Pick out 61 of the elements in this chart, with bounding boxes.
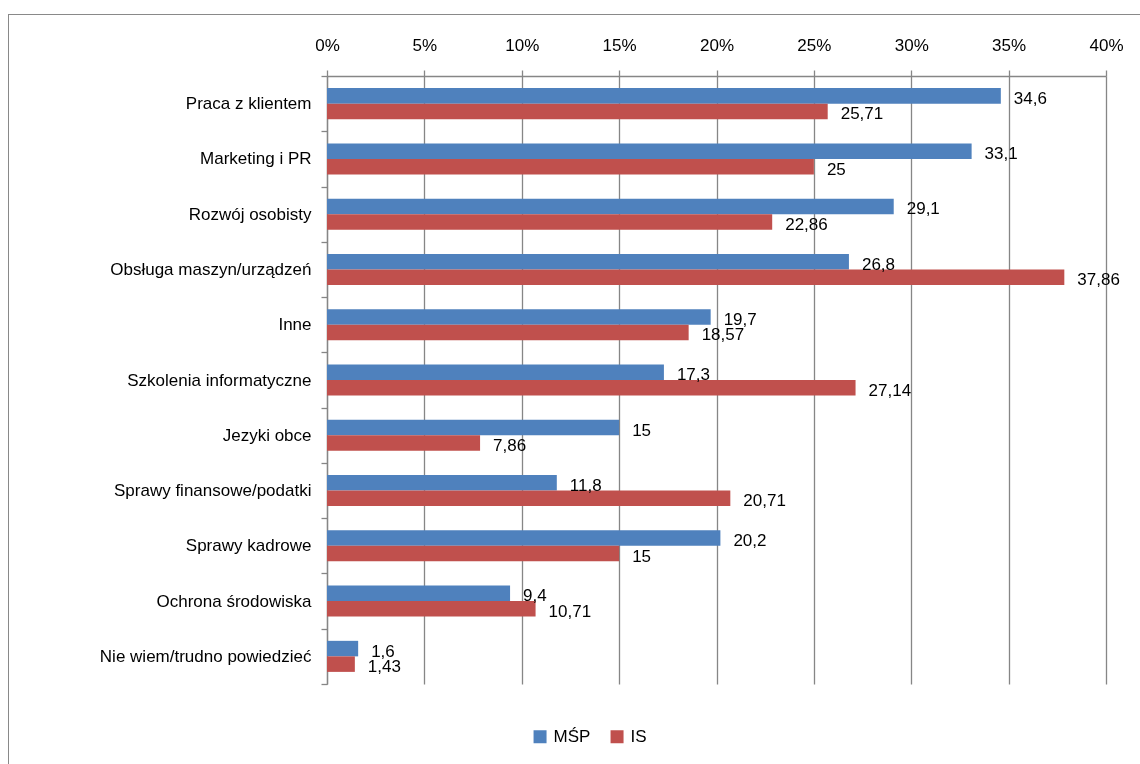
bar: [327, 309, 711, 325]
data-label: 15: [632, 420, 652, 440]
bar: [327, 214, 773, 230]
x-tick-label: 20%: [699, 35, 735, 55]
data-label: 29,1: [906, 199, 940, 219]
data-label: 27,14: [868, 380, 912, 400]
data-label: 33,1: [984, 144, 1018, 164]
bar: [327, 601, 536, 617]
data-label: 34,6: [1013, 88, 1047, 108]
x-tick-label: 25%: [797, 35, 832, 55]
data-label: 15: [632, 546, 652, 566]
data-label: 7,86: [493, 436, 527, 456]
x-tick-label: 30%: [894, 35, 929, 55]
bar: [327, 656, 355, 672]
x-tick-label: 0%: [315, 35, 340, 55]
legend-label: IS: [630, 726, 647, 746]
data-label: 25: [826, 159, 846, 179]
data-label: 37,86: [1077, 270, 1120, 290]
bar: [327, 158, 814, 175]
data-label: 25,71: [840, 104, 884, 124]
x-tick-label: 5%: [412, 35, 438, 55]
y-tick-label: Inne: [278, 315, 312, 335]
bar: [327, 435, 481, 451]
x-tick-label: 35%: [992, 35, 1027, 55]
bar: [327, 530, 721, 546]
bar: [327, 640, 359, 657]
bar: [327, 324, 689, 341]
y-tick-label: Rozwój osobisty: [188, 204, 312, 224]
y-tick-label: Nie wiem/trudno powiedzieć: [99, 646, 312, 666]
y-tick-label: Praca z klientem: [185, 94, 312, 114]
bar: [327, 380, 856, 396]
y-tick-label: Sprawy kadrowe: [185, 536, 312, 556]
bar: [327, 143, 972, 159]
y-tick-label: Sprawy finansowe/podatki: [113, 481, 312, 501]
data-label: 26,8: [861, 254, 896, 274]
legend-label: MŚP: [553, 726, 591, 746]
bar: [327, 585, 511, 602]
x-tick-label: 40%: [1089, 35, 1124, 55]
data-label: 22,86: [785, 214, 828, 234]
data-label: 10,71: [548, 601, 592, 621]
bar: [327, 198, 894, 215]
x-tick-label: 10%: [505, 35, 540, 55]
bar: [327, 253, 849, 270]
data-label: 9,4: [523, 586, 547, 606]
bar: [327, 88, 1001, 104]
bar: [327, 103, 828, 120]
y-tick-label: Ochrona środowiska: [156, 591, 313, 611]
data-label: 17,3: [676, 365, 711, 385]
y-tick-label: Szkolenia informatyczne: [127, 370, 312, 390]
data-label: 20,2: [733, 531, 767, 551]
bar: [327, 364, 664, 380]
y-tick-label: Obsługa maszyn/urządzeń: [110, 259, 312, 279]
bar: [327, 475, 557, 491]
bar: [327, 545, 620, 562]
y-tick-label: Jezyki obce: [222, 425, 312, 445]
data-label: 20,71: [743, 491, 786, 511]
data-label: 11,8: [569, 475, 602, 495]
x-tick-label: 15%: [602, 35, 637, 55]
data-label: 1,6: [371, 641, 395, 661]
bar: [327, 419, 620, 436]
y-tick-label: Marketing i PR: [200, 149, 312, 169]
